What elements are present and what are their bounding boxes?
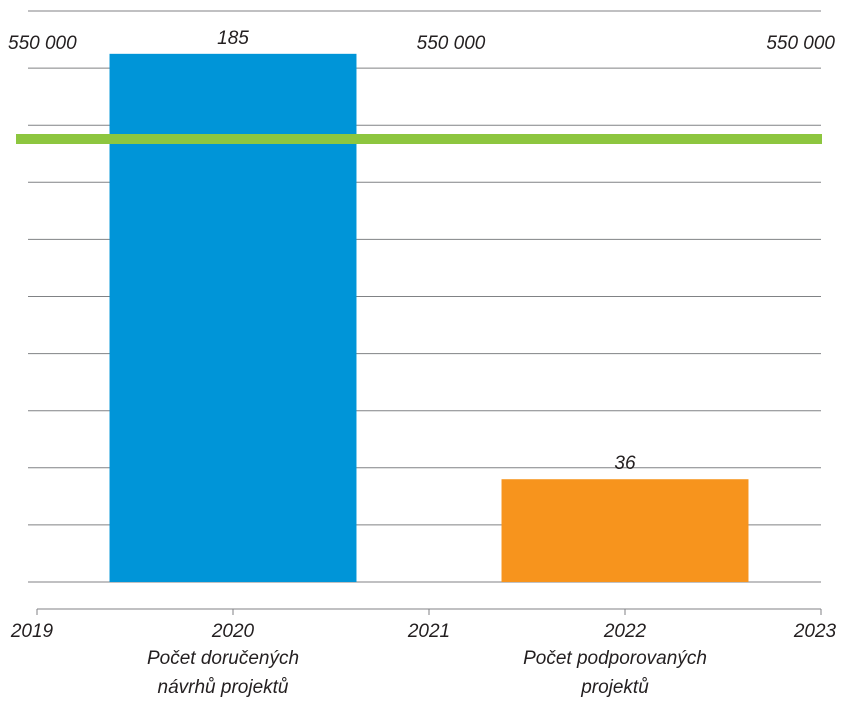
data-label: 185	[217, 28, 249, 49]
x-axis: 2019 2020 2021 2022 2023 Počet doručených návr…	[10, 608, 837, 698]
reference-line-group: 550 000 550 000 550 000	[8, 33, 835, 144]
category-label: projektů	[580, 677, 649, 698]
x-tick-label: 2021	[407, 621, 450, 642]
category-label: Počet podporovaných	[523, 648, 707, 669]
data-labels: 185 36	[217, 28, 636, 474]
x-tick-label: 2020	[211, 621, 255, 642]
data-label: 36	[614, 453, 636, 474]
bar-1	[109, 53, 357, 582]
category-label: Počet doručených	[147, 648, 299, 669]
reference-label: 550 000	[417, 33, 486, 54]
category-label: návrhů projektů	[158, 677, 289, 698]
x-tick-label: 2022	[603, 621, 647, 642]
bar-2	[501, 479, 749, 582]
x-tick-label: 2019	[10, 621, 54, 642]
bars	[109, 53, 749, 582]
reference-label: 550 000	[8, 33, 77, 54]
x-tick-label: 2023	[793, 621, 837, 642]
reference-label: 550 000	[766, 33, 835, 54]
